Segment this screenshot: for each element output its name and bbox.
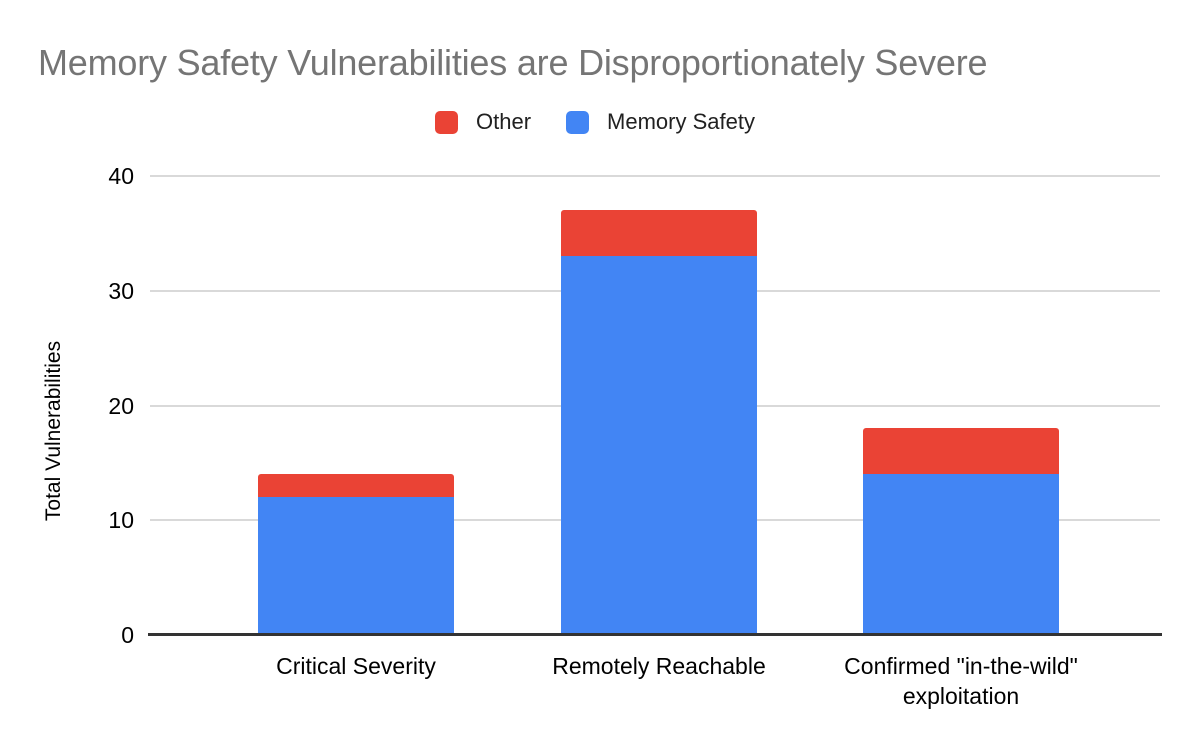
x-axis-line (148, 633, 1162, 636)
gridline (150, 175, 1160, 177)
legend-swatch-icon (566, 110, 590, 134)
stacked-bar (561, 210, 757, 635)
y-tick-label: 30 (108, 277, 134, 304)
bar-segment-memory-safety (258, 497, 454, 635)
legend-label: Memory Safety (607, 109, 755, 134)
y-tick-label: 0 (121, 622, 134, 648)
y-tick-label: 10 (108, 507, 134, 534)
plot-area (148, 175, 1162, 636)
y-tick-label: 40 (108, 163, 134, 189)
chart-title: Memory Safety Vulnerabilities are Dispro… (38, 42, 988, 83)
bar-segment-memory-safety (561, 256, 757, 635)
x-axis-category-label: Critical Severity (276, 653, 436, 679)
bar-segment-memory-safety (863, 474, 1059, 635)
x-axis-labels: Critical Severity Remotely Reachable Confi… (0, 651, 1200, 721)
legend-swatch-icon (435, 110, 459, 134)
y-tick-label: 20 (108, 392, 134, 419)
stacked-bar (258, 474, 454, 635)
legend: Other Memory Safety (0, 108, 1190, 136)
bar-segment-other (561, 210, 757, 257)
legend-item: Memory Safety (566, 109, 755, 135)
stacked-bar (863, 428, 1059, 635)
x-axis-category-label: Confirmed "in-the-wild" exploitation (844, 653, 1078, 709)
x-axis-category-label: Remotely Reachable (552, 653, 766, 679)
bar-segment-other (258, 474, 454, 498)
legend-item: Other (435, 109, 531, 135)
y-axis-title: Total Vulnerabilities (42, 340, 65, 522)
bar-segment-other (863, 428, 1059, 475)
legend-label: Other (476, 109, 532, 134)
